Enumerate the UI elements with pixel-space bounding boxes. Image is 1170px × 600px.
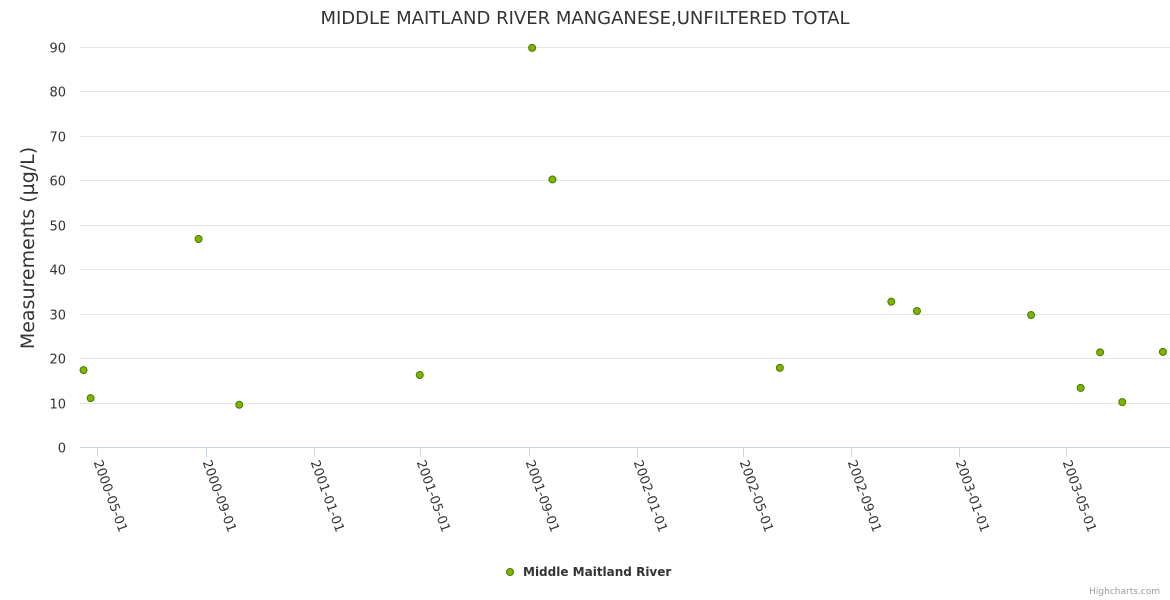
y-axis-ticks: 0 10 20 30 40 50 60 70 80 90 [49, 42, 66, 457]
legend[interactable]: Middle Maitland River [506, 565, 672, 579]
data-series-middle-maitland-river[interactable] [79, 43, 1167, 409]
chart-title: MIDDLE MAITLAND RIVER MANGANESE,UNFILTER… [320, 8, 849, 29]
y-tick-label: 80 [49, 86, 66, 101]
data-point[interactable] [415, 371, 424, 379]
data-point[interactable] [235, 400, 244, 409]
y-tick-label: 0 [58, 442, 66, 457]
data-point[interactable] [1158, 347, 1167, 356]
data-point[interactable] [1096, 348, 1105, 357]
y-tick-label: 90 [49, 42, 66, 57]
y-axis-title: Measurements (µg/L) [17, 147, 39, 349]
legend-marker [506, 568, 514, 576]
y-tick-label: 20 [49, 353, 66, 368]
data-point[interactable] [194, 235, 203, 243]
data-point[interactable] [86, 394, 95, 403]
y-tick-label: 30 [49, 309, 66, 324]
grid-lines [80, 47, 1170, 404]
data-point[interactable] [548, 175, 557, 184]
y-tick-label: 50 [49, 220, 66, 235]
credits-link[interactable]: Highcharts.com [1089, 587, 1160, 597]
y-tick-label: 60 [49, 175, 66, 190]
y-tick-label: 70 [49, 131, 66, 146]
data-point[interactable] [528, 43, 537, 52]
data-point[interactable] [1118, 398, 1127, 407]
data-point[interactable] [775, 363, 784, 372]
y-tick-label: 10 [49, 398, 66, 413]
data-point[interactable] [1027, 311, 1036, 319]
data-point[interactable] [1076, 383, 1085, 392]
data-point[interactable] [887, 297, 896, 306]
data-point[interactable] [79, 366, 88, 375]
legend-label[interactable]: Middle Maitland River [523, 565, 671, 579]
y-tick-label: 40 [49, 264, 66, 279]
data-point[interactable] [912, 307, 921, 315]
